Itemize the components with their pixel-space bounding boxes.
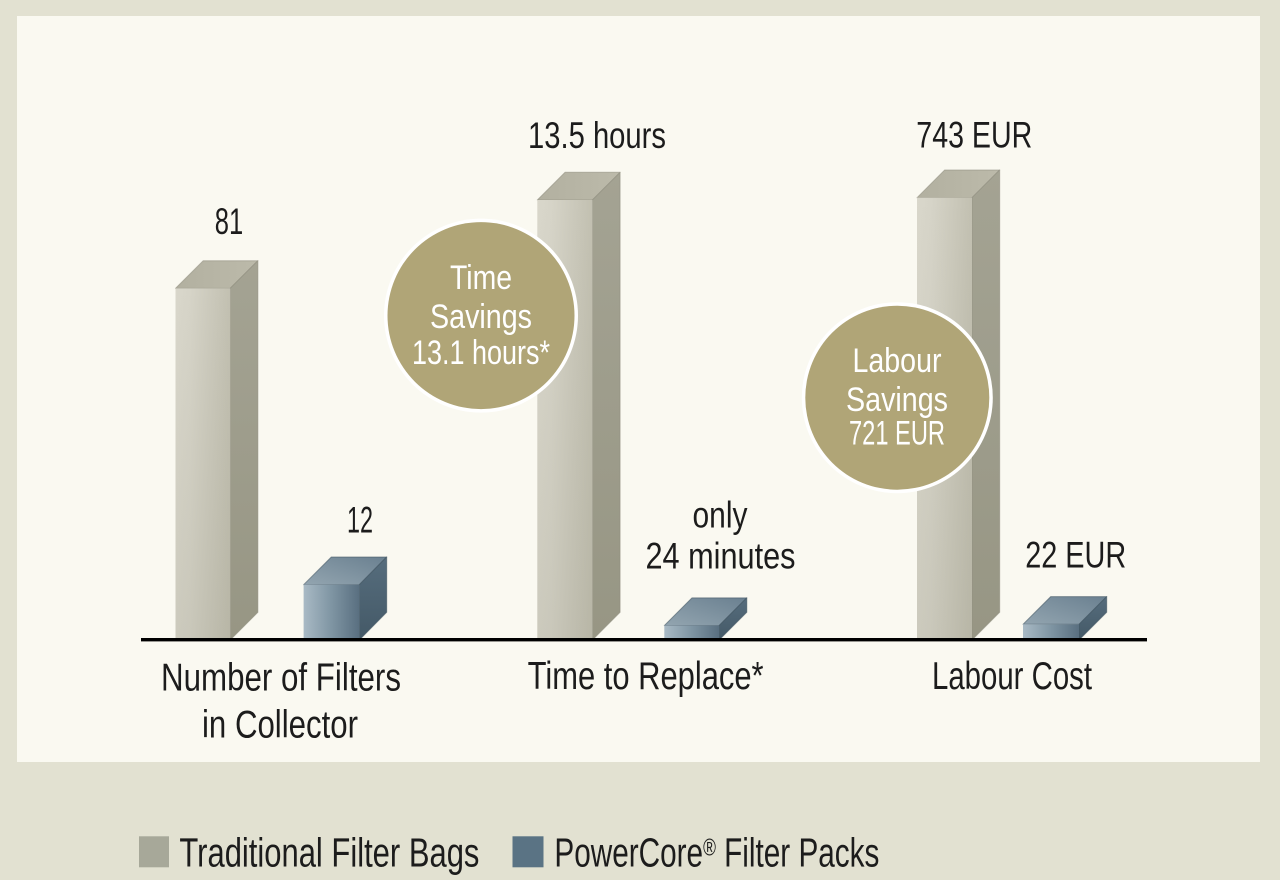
svg-text:in Collector: in Collector	[202, 703, 358, 746]
svg-text:Labour: Labour	[853, 342, 942, 380]
svg-text:24 minutes: 24 minutes	[646, 536, 796, 577]
svg-text:Traditional Filter Bags: Traditional Filter Bags	[179, 829, 479, 875]
svg-text:12: 12	[347, 499, 373, 540]
svg-text:Time to Replace*: Time to Replace*	[528, 655, 764, 698]
svg-text:13.5 hours: 13.5 hours	[528, 115, 666, 156]
svg-text:Savings: Savings	[846, 381, 948, 419]
svg-text:22 EUR: 22 EUR	[1025, 534, 1126, 575]
svg-text:Number of Filters: Number of Filters	[161, 657, 401, 700]
svg-text:only: only	[693, 494, 748, 535]
svg-text:13.1 hours*: 13.1 hours*	[412, 334, 550, 372]
svg-text:Time: Time	[450, 259, 512, 297]
svg-text:743 EUR: 743 EUR	[916, 115, 1032, 156]
svg-text:721 EUR: 721 EUR	[849, 415, 945, 453]
svg-text:81: 81	[215, 201, 243, 242]
svg-text:PowerCore® Filter Packs: PowerCore® Filter Packs	[554, 829, 879, 875]
svg-text:Labour Cost: Labour Cost	[932, 655, 1092, 698]
svg-text:Savings: Savings	[430, 298, 532, 336]
